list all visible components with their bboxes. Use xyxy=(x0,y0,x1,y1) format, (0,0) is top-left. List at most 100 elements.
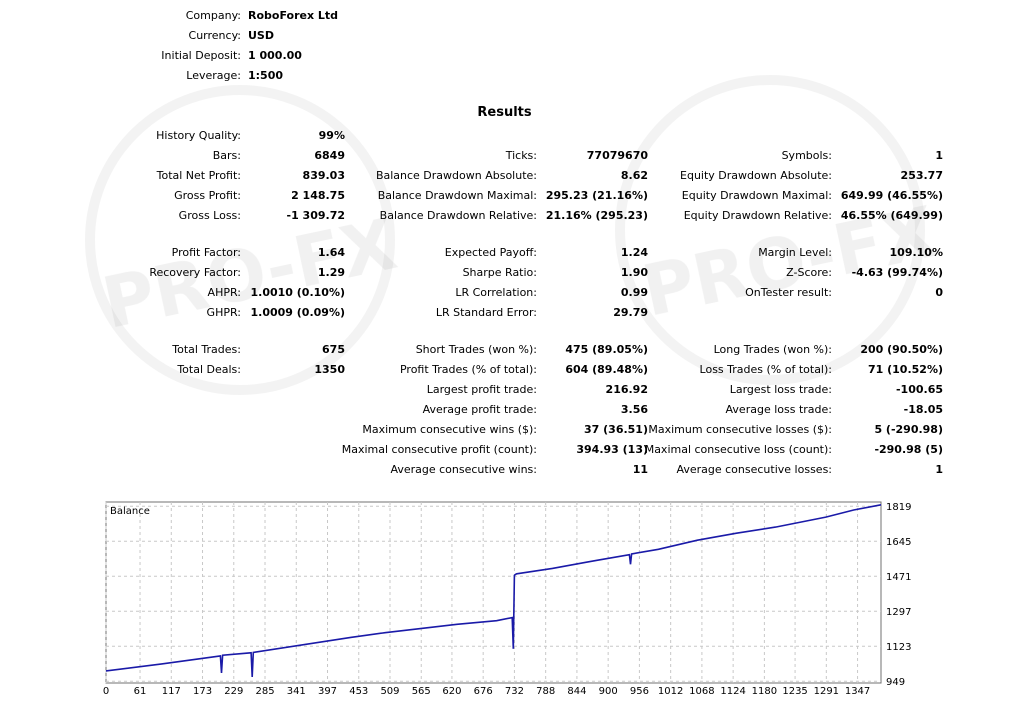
recovery-factor-label: Recovery Factor: xyxy=(149,266,241,279)
zscore-label: Z-Score: xyxy=(786,266,832,279)
history-quality-value: 99% xyxy=(318,129,345,142)
loss-trades-value: 71 (10.52%) xyxy=(867,363,943,376)
expected-payoff-value: 1.24 xyxy=(620,246,648,259)
lr-err-value: 29.79 xyxy=(613,306,648,319)
profit-factor-value: 1.64 xyxy=(317,246,345,259)
x-tick-label: 1291 xyxy=(814,686,839,697)
profit-factor-label: Profit Factor: xyxy=(171,246,241,259)
avg-profit-label: Average profit trade: xyxy=(422,403,537,416)
ahpr-label: AHPR: xyxy=(207,286,241,299)
avg-cons-wins-label: Average consecutive wins: xyxy=(390,463,537,476)
x-tick-label: 1235 xyxy=(782,686,807,697)
bal-dd-rel-value: 21.16% (295.23) xyxy=(545,209,648,222)
avg-cons-losses-label: Average consecutive losses: xyxy=(676,463,832,476)
short-trades-label: Short Trades (won %): xyxy=(415,343,537,356)
x-tick-label: 788 xyxy=(536,686,555,697)
x-tick-label: 900 xyxy=(599,686,618,697)
y-tick-label: 1645 xyxy=(886,537,911,548)
eq-dd-rel-value: 46.55% (649.99) xyxy=(840,209,943,222)
total-trades-label: Total Trades: xyxy=(172,343,241,356)
avg-loss-label: Average loss trade: xyxy=(725,403,832,416)
currency-label: Currency: xyxy=(188,29,241,42)
eq-dd-abs-label: Equity Drawdown Absolute: xyxy=(680,169,832,182)
eq-dd-max-value: 649.99 (46.55%) xyxy=(840,189,943,202)
largest-loss-label: Largest loss trade: xyxy=(729,383,832,396)
history-quality-label: History Quality: xyxy=(156,129,241,142)
max-cons-profit-value: 394.93 (13) xyxy=(576,443,648,456)
margin-level-value: 109.10% xyxy=(889,246,943,259)
short-trades-value: 475 (89.05%) xyxy=(565,343,648,356)
x-tick-label: 285 xyxy=(255,686,274,697)
x-tick-label: 844 xyxy=(567,686,586,697)
eq-dd-max-label: Equity Drawdown Maximal: xyxy=(681,189,832,202)
bal-dd-rel-label: Balance Drawdown Relative: xyxy=(379,209,537,222)
bars-label: Bars: xyxy=(212,149,241,162)
x-tick-label: 1124 xyxy=(720,686,745,697)
gross-loss-value: -1 309.72 xyxy=(286,209,346,222)
expected-payoff-label: Expected Payoff: xyxy=(444,246,537,259)
x-tick-label: 956 xyxy=(630,686,649,697)
bal-dd-abs-value: 8.62 xyxy=(620,169,648,182)
lr-corr-value: 0.99 xyxy=(620,286,648,299)
gross-profit-label: Gross Profit: xyxy=(174,189,241,202)
bars-value: 6849 xyxy=(314,149,345,162)
x-tick-label: 565 xyxy=(412,686,431,697)
profit-trades-label: Profit Trades (% of total): xyxy=(399,363,537,376)
long-trades-value: 200 (90.50%) xyxy=(860,343,943,356)
bal-dd-max-label: Balance Drawdown Maximal: xyxy=(377,189,537,202)
total-trades-value: 675 xyxy=(322,343,345,356)
x-tick-label: 173 xyxy=(193,686,212,697)
largest-loss-value: -100.65 xyxy=(895,383,943,396)
x-tick-label: 341 xyxy=(287,686,306,697)
ticks-label: Ticks: xyxy=(505,149,537,162)
max-cons-profit-label: Maximal consecutive profit (count): xyxy=(341,443,537,456)
y-tick-label: 1471 xyxy=(886,572,911,583)
gross-profit-value: 2 148.75 xyxy=(291,189,345,202)
x-tick-label: 1347 xyxy=(845,686,870,697)
bal-dd-max-value: 295.23 (21.16%) xyxy=(545,189,648,202)
y-tick-label: 1123 xyxy=(886,642,911,653)
largest-profit-value: 216.92 xyxy=(605,383,648,396)
ghpr-value: 1.0009 (0.09%) xyxy=(250,306,346,319)
x-tick-label: 117 xyxy=(162,686,181,697)
y-tick-label: 1297 xyxy=(886,607,911,618)
leverage-value: 1:500 xyxy=(248,69,284,82)
balance-series-line xyxy=(105,504,882,678)
net-profit-value: 839.03 xyxy=(302,169,345,182)
sharpe-value: 1.90 xyxy=(620,266,648,279)
eq-dd-rel-label: Equity Drawdown Relative: xyxy=(683,209,832,222)
avg-cons-wins-value: 11 xyxy=(632,463,648,476)
avg-profit-value: 3.56 xyxy=(620,403,648,416)
x-tick-label: 453 xyxy=(349,686,368,697)
x-tick-label: 229 xyxy=(224,686,243,697)
symbols-label: Symbols: xyxy=(781,149,832,162)
bal-dd-abs-label: Balance Drawdown Absolute: xyxy=(375,169,537,182)
avg-loss-value: -18.05 xyxy=(903,403,943,416)
deposit-value: 1 000.00 xyxy=(248,49,302,62)
x-tick-label: 732 xyxy=(505,686,524,697)
sharpe-label: Sharpe Ratio: xyxy=(462,266,537,279)
results-title: Results xyxy=(477,105,532,120)
max-cons-losses-value: 5 (-290.98) xyxy=(874,423,943,436)
total-deals-label: Total Deals: xyxy=(177,363,241,376)
largest-profit-label: Largest profit trade: xyxy=(426,383,537,396)
max-cons-loss-value: -290.98 (5) xyxy=(874,443,943,456)
company-label: Company: xyxy=(185,9,241,22)
zscore-value: -4.63 (99.74%) xyxy=(851,266,943,279)
total-deals-value: 1350 xyxy=(314,363,345,376)
max-cons-wins-label: Maximum consecutive wins ($): xyxy=(362,423,537,436)
currency-value: USD xyxy=(248,29,274,42)
y-tick-label: 949 xyxy=(886,677,905,688)
lr-err-label: LR Standard Error: xyxy=(435,306,537,319)
deposit-label: Initial Deposit: xyxy=(161,49,241,62)
max-cons-wins-value: 37 (36.51) xyxy=(584,423,648,436)
leverage-label: Leverage: xyxy=(186,69,241,82)
x-tick-label: 1068 xyxy=(689,686,714,697)
x-tick-label: 397 xyxy=(318,686,337,697)
long-trades-label: Long Trades (won %): xyxy=(713,343,832,356)
company-value: RoboForex Ltd xyxy=(248,9,339,22)
max-cons-losses-label: Maximum consecutive losses ($): xyxy=(648,423,832,436)
ahpr-value: 1.0010 (0.10%) xyxy=(250,286,346,299)
symbols-value: 1 xyxy=(935,149,943,162)
